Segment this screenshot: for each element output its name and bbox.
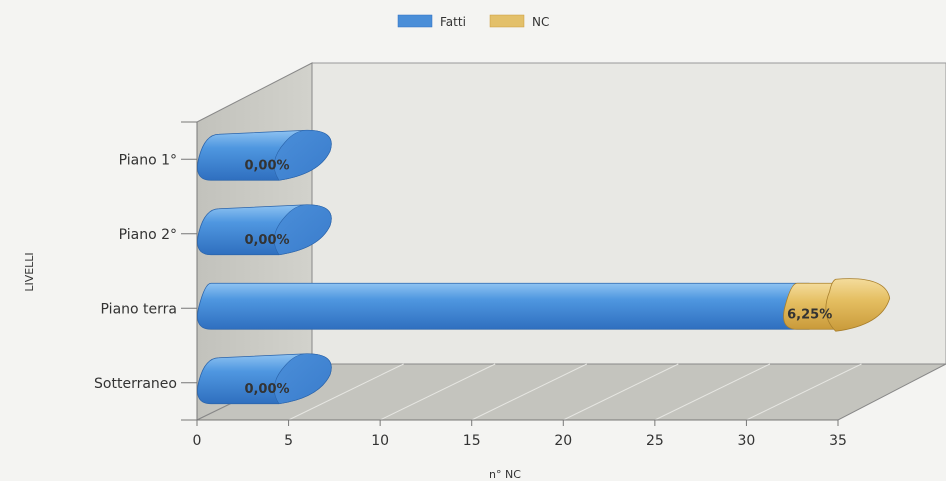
category-label: Piano terra (101, 301, 177, 317)
x-tick-label: 15 (463, 433, 481, 449)
bar-group (197, 129, 332, 181)
x-ticks: 0 5 10 15 20 25 30 35 (181, 121, 847, 449)
x-tick-label: 35 (829, 433, 847, 449)
floor-gridline (746, 363, 862, 421)
x-tick-label: 25 (646, 433, 664, 449)
floor-gridline (288, 363, 404, 421)
floor-grid (288, 363, 862, 421)
legend-swatch-fatti (397, 14, 433, 28)
bar-cap (273, 204, 332, 256)
floor-gridline (654, 363, 771, 421)
bar-group (197, 204, 332, 256)
bar-group (197, 353, 332, 405)
data-label: 0,00% (244, 382, 289, 397)
legend-swatch-nc (489, 14, 525, 28)
category-labels: Sotterraneo Piano terra Piano 2° Piano 1° (94, 152, 177, 392)
x-tick-label: 30 (738, 433, 756, 449)
data-label: 6,25% (787, 307, 832, 322)
bar-group (197, 278, 891, 332)
legend: Fatti NC (397, 14, 549, 29)
category-label: Sotterraneo (94, 376, 177, 392)
y-axis-title: LIVELLI (23, 252, 36, 291)
data-label: 0,00% (244, 233, 289, 248)
bar-cap (273, 353, 332, 405)
floor-gridline (563, 363, 679, 421)
legend-label-fatti: Fatti (440, 15, 466, 29)
x-tick-label: 5 (284, 433, 293, 449)
category-label: Piano 1° (119, 152, 177, 168)
x-axis-title: n° NC (489, 468, 521, 481)
legend-item-fatti[interactable]: Fatti (397, 14, 466, 29)
bars (197, 129, 891, 405)
floor-gridline (471, 363, 587, 421)
bar-cap (273, 129, 332, 181)
x-tick-label: 0 (193, 433, 202, 449)
floor-gridline (379, 363, 496, 421)
legend-label-nc: NC (532, 15, 549, 29)
x-tick-label: 10 (371, 433, 389, 449)
data-labels: 0,00% 6,25% 0,00% 0,00% (244, 158, 832, 397)
x-tick-label: 20 (554, 433, 572, 449)
bar-segment-fatti[interactable] (197, 282, 810, 330)
legend-item-nc[interactable]: NC (489, 14, 549, 29)
category-label: Piano 2° (119, 227, 177, 243)
bar-cap (825, 278, 891, 332)
data-label: 0,00% (244, 158, 289, 173)
